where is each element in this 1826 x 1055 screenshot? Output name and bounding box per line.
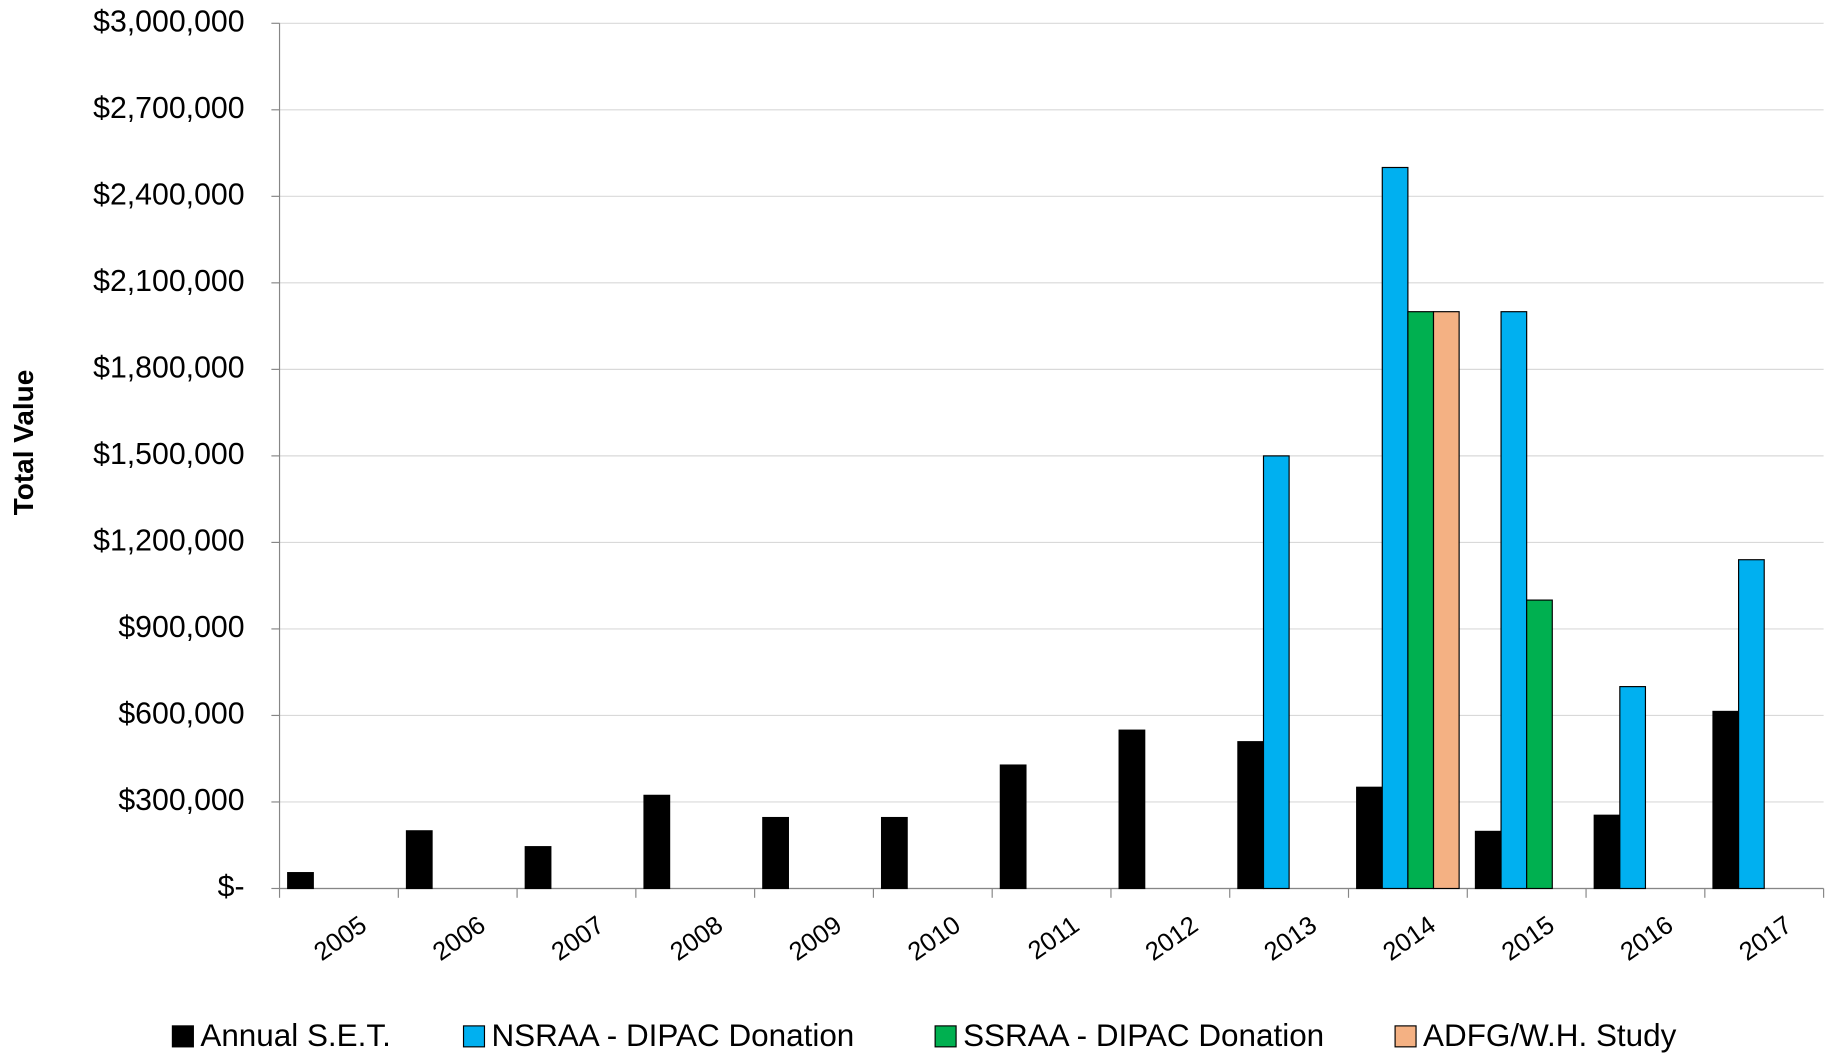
- bar: [1118, 729, 1146, 890]
- bar: [1381, 166, 1409, 890]
- y-tick-label: $2,400,000: [93, 178, 244, 211]
- bar: [1526, 599, 1553, 890]
- bar: [1712, 710, 1740, 890]
- x-tick-label: 2014: [1378, 911, 1441, 967]
- x-tick-label: 2013: [1259, 911, 1322, 967]
- y-tick-label: $-: [218, 870, 245, 903]
- bar: [1356, 786, 1383, 890]
- x-tick-label: 2012: [1141, 911, 1204, 967]
- legend-swatch: [171, 1025, 194, 1048]
- x-tick-label: 2010: [903, 911, 966, 967]
- bar: [762, 816, 789, 890]
- legend-swatch: [462, 1025, 486, 1048]
- bar: [1474, 830, 1502, 890]
- bar: [1593, 814, 1621, 890]
- y-tick-label: $600,000: [118, 697, 244, 730]
- bar: [405, 830, 433, 890]
- bar: [880, 816, 908, 890]
- bar: [1432, 311, 1460, 890]
- x-tick-label: 2009: [784, 911, 847, 967]
- bar: [524, 846, 552, 890]
- y-tick-label: $1,800,000: [93, 351, 244, 384]
- bar: [1237, 741, 1265, 890]
- bar: [643, 794, 671, 890]
- y-tick-label: $900,000: [118, 611, 244, 644]
- y-tick-label: $1,200,000: [93, 524, 244, 557]
- bar: [1619, 686, 1647, 890]
- legend-swatch: [1394, 1025, 1417, 1048]
- x-tick-label: 2011: [1023, 911, 1084, 966]
- y-tick-label: $3,000,000: [93, 5, 244, 38]
- legend-label: SSRAA - DIPAC Donation: [963, 1018, 1324, 1053]
- bar: [999, 764, 1027, 890]
- bar: [1738, 559, 1765, 890]
- x-tick-label: 2017: [1734, 911, 1797, 967]
- x-tick-label: 2016: [1616, 911, 1679, 967]
- x-tick-label: 2005: [309, 911, 372, 967]
- x-tick-label: 2015: [1497, 911, 1560, 967]
- bar: [1262, 455, 1290, 890]
- bar: [1500, 311, 1528, 890]
- legend-label: ADFG/W.H. Study: [1423, 1018, 1677, 1053]
- y-axis-title: Total Value: [8, 370, 39, 515]
- y-tick-label: $300,000: [118, 784, 244, 817]
- x-tick-label: 2006: [428, 911, 491, 967]
- y-tick-label: $1,500,000: [93, 438, 244, 471]
- legend-label: NSRAA - DIPAC Donation: [491, 1018, 854, 1053]
- x-tick-label: 2007: [547, 911, 610, 967]
- y-tick-label: $2,700,000: [93, 92, 244, 125]
- legend-label: Annual S.E.T.: [200, 1018, 390, 1053]
- bar: [1407, 311, 1435, 890]
- y-tick-label: $2,100,000: [93, 265, 244, 298]
- x-tick-label: 2008: [665, 911, 728, 967]
- bar: [287, 872, 314, 890]
- legend-swatch: [934, 1025, 957, 1048]
